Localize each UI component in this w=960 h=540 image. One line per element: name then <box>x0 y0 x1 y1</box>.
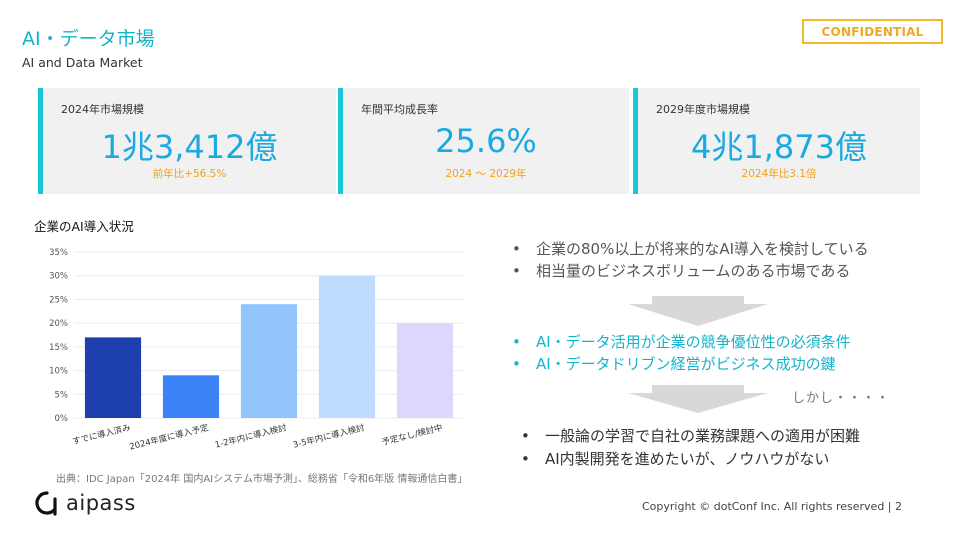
kpi-card-market-size-2024: 2024年市場規模 1兆3,412億 前年比+56.5% <box>38 88 336 194</box>
source-citation: 出典：IDC Japan「2024年 国内AIシステム市場予測」、総務省「令和6… <box>56 474 468 485</box>
bullet-item: • 相当量のビジネスボリュームのある市場である <box>512 260 869 282</box>
bar <box>162 375 220 418</box>
bullet-dot: • <box>512 240 521 258</box>
bullet-dot: • <box>521 427 530 445</box>
page-subtitle: AI and Data Market <box>22 55 143 70</box>
bullet-text: AI・データドリブン経営がビジネス成功の鍵 <box>536 355 836 373</box>
kpi-note: 2024 ～ 2029年 <box>445 168 527 180</box>
kpi-value: 25.6% <box>435 122 537 160</box>
bullet-item: • AI・データドリブン経営がビジネス成功の鍵 <box>512 353 851 375</box>
y-tick-label: 0% <box>55 414 69 424</box>
bullet-list-challenges: • 一般論の学習で自社の業務課題への適用が困難 • AI内製開発を進めたいが、ノウハ… <box>521 425 860 471</box>
aipass-logo-icon <box>35 491 57 516</box>
x-tick-label: 2024年度に導入予定 <box>128 422 210 452</box>
kpi-value: 1兆3,412億 <box>101 128 278 166</box>
bullet-dot: • <box>521 450 530 468</box>
x-tick-label: 3-5年内に導入検討 <box>292 422 366 451</box>
kpi-note: 前年比+56.5% <box>152 168 227 180</box>
x-tick-label: すでに導入済み <box>71 422 132 447</box>
kpi-label: 2029年度市場規模 <box>656 103 750 116</box>
y-tick-label: 10% <box>49 367 68 377</box>
confidential-badge: CONFIDENTIAL <box>802 19 943 44</box>
chart-svg: 0% 5% 10% 15% 20% 25% 30% 35% すでに導入済み2024年度に導入予定… <box>49 248 464 453</box>
x-tick-label: 1-2年内に導入検討 <box>214 422 288 451</box>
y-tick-label: 35% <box>49 248 68 258</box>
bar <box>318 275 376 418</box>
kpi-label: 2024年市場規模 <box>61 103 144 116</box>
y-tick-label: 30% <box>49 272 68 282</box>
down-arrow-icon <box>628 385 768 413</box>
bullet-item: • 企業の80%以上が将来的なAI導入を検討している <box>512 238 869 260</box>
bullet-text: 企業の80%以上が将来的なAI導入を検討している <box>536 240 869 258</box>
bullet-dot: • <box>512 262 521 280</box>
bullet-dot: • <box>512 333 521 351</box>
bullet-text: 一般論の学習で自社の業務課題への適用が困難 <box>545 427 861 445</box>
aipass-logo: aipass <box>34 490 136 516</box>
y-tick-label: 25% <box>49 295 68 305</box>
bullet-text: 相当量のビジネスボリュームのある市場である <box>536 262 851 280</box>
x-tick-label: 予定なし/検討中 <box>381 422 444 448</box>
logo-text: aipass <box>66 491 136 515</box>
y-tick-label: 15% <box>49 343 68 353</box>
kpi-note: 2024年比3.1倍 <box>741 168 817 180</box>
bullet-item: • AI内製開発を進めたいが、ノウハウがない <box>521 448 860 471</box>
chart-title: 企業のAI導入状況 <box>34 219 134 234</box>
bar <box>240 304 298 418</box>
ai-adoption-bar-chart: 0% 5% 10% 15% 20% 25% 30% 35% すでに導入済み 2024年度に導入予定… <box>34 236 486 456</box>
bar <box>84 337 142 418</box>
bullet-text: AI・データ活用が企業の競争優位性の必須条件 <box>536 333 851 351</box>
y-tick-label: 20% <box>49 319 68 329</box>
bullet-dot: • <box>512 355 521 373</box>
bar <box>396 323 454 418</box>
bullet-item: • 一般論の学習で自社の業務課題への適用が困難 <box>521 425 860 448</box>
down-arrow-icon <box>628 296 768 326</box>
bullet-list-market: • 企業の80%以上が将来的なAI導入を検討している • 相当量のビジネスボリューム… <box>512 238 869 282</box>
footer-copyright: Copyright © dotConf Inc. All rights rese… <box>641 500 902 513</box>
bullet-item: • AI・データ活用が企業の競争優位性の必須条件 <box>512 331 851 353</box>
kpi-card-market-size-2029: 2029年度市場規模 4兆1,873億 2024年比3.1倍 <box>633 88 920 194</box>
kpi-value: 4兆1,873億 <box>691 128 867 166</box>
however-text: しかし・・・・ <box>792 391 891 406</box>
bullet-list-importance: • AI・データ活用が企業の競争優位性の必須条件 • AI・データドリブン経営がビジ… <box>512 331 851 375</box>
y-tick-label: 5% <box>55 390 69 400</box>
bullet-text: AI内製開発を進めたいが、ノウハウがない <box>545 450 830 468</box>
page-title: AI・データ市場 <box>22 28 155 50</box>
kpi-label: 年間平均成長率 <box>361 103 438 116</box>
kpi-card-cagr: 年間平均成長率 25.6% 2024 ～ 2029年 <box>338 88 629 194</box>
